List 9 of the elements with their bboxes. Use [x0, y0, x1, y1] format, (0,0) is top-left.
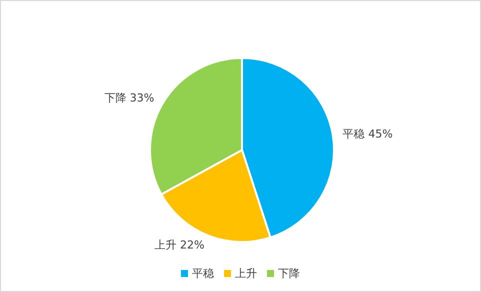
data-label: 33% — [130, 92, 154, 105]
data-label: 45% — [368, 128, 393, 141]
data-label: 22% — [180, 238, 204, 252]
legend-label: 上升 — [235, 266, 257, 281]
legend-label: 平稳 — [192, 266, 214, 281]
legend-label: 下降 — [278, 266, 300, 281]
slice-label: 平稳 — [342, 128, 365, 141]
slice-label: 上升 — [154, 238, 176, 252]
slice-label: 下降 — [104, 92, 126, 105]
